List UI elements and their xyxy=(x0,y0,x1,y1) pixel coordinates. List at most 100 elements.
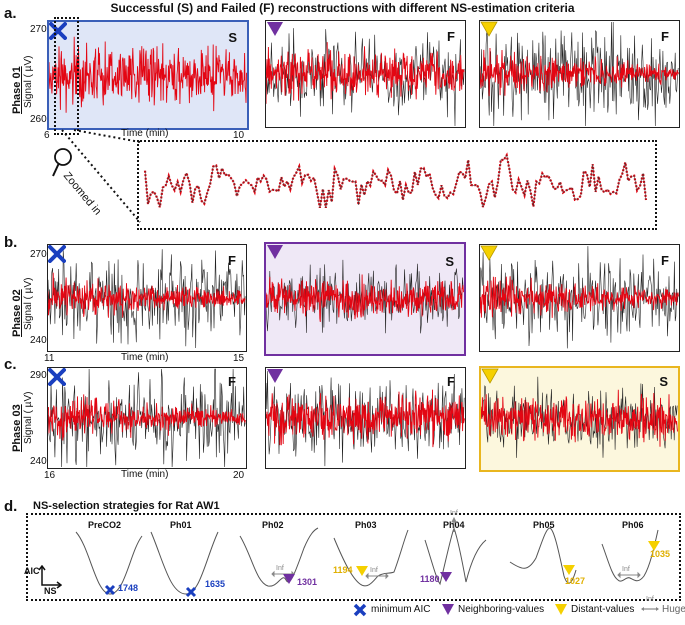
magnifier-icon xyxy=(52,148,72,177)
yellow-triangle-icon xyxy=(480,245,498,261)
curve-preco2 xyxy=(75,531,143,595)
ytick-r3-bottom: 240 xyxy=(30,456,47,467)
xtick-r3-end: 20 xyxy=(233,470,245,481)
inf-label-ph02: Inf xyxy=(276,565,284,572)
signal-trace xyxy=(480,246,679,349)
curve-title-ph01: Ph01 xyxy=(170,520,192,530)
signal-panel-r1-c3: F xyxy=(479,20,680,128)
ns-value-ph02: 1301 xyxy=(297,577,318,587)
xtick-r3-start: 16 xyxy=(44,470,56,481)
ytick-r2-top: 270 xyxy=(30,249,47,260)
curve-ph05 xyxy=(509,527,577,584)
signal-panel-r1-c2: F xyxy=(265,20,466,128)
signal-panel-r3-c3: S xyxy=(479,366,680,472)
signal-panel-r2-c1: F xyxy=(47,244,247,352)
yellow-triangle-icon-ph03 xyxy=(356,566,368,576)
zoomed-signal-panel xyxy=(137,140,657,230)
signal-panel-r1-c1: S xyxy=(47,20,249,130)
inf-label-ph04: Inf xyxy=(450,510,458,517)
signal-panel-r2-c3: F xyxy=(479,244,680,352)
zoomed-signal-trace xyxy=(143,152,648,209)
red-signal-trace xyxy=(480,47,679,97)
strategies-box xyxy=(26,513,681,601)
yellow-triangle-icon-ph06 xyxy=(648,541,660,551)
blue-cross-icon-preco2 xyxy=(104,584,116,596)
ns-value-ph04: 1180 xyxy=(420,574,440,584)
result-tag: F xyxy=(661,253,669,268)
curve-ph02 xyxy=(239,527,319,587)
purple-triangle-icon-ph02 xyxy=(283,574,295,584)
red-signal-trace xyxy=(266,274,464,322)
legend-min-aic: minimum AIC xyxy=(371,604,431,615)
inf-label-ph03: Inf xyxy=(370,567,378,574)
result-tag: S xyxy=(659,374,668,389)
strategies-title: NS-selection strategies for Rat AW1 xyxy=(33,500,220,512)
zoom-connector-lines xyxy=(61,129,141,223)
curve-title-preco2: PreCO2 xyxy=(88,520,122,530)
result-tag: S xyxy=(445,254,454,269)
legend-blue-cross-icon xyxy=(353,603,367,617)
legend-purple-triangle-icon xyxy=(442,604,454,615)
signal-trace xyxy=(266,371,465,467)
legend-inf-label: Inf xyxy=(646,596,654,603)
legend-yellow-triangle-icon xyxy=(555,604,567,615)
panel-label-c: c. xyxy=(4,356,17,373)
red-signal-trace xyxy=(48,272,246,318)
time-axis-label-2: Time (min) xyxy=(121,352,169,363)
curve-title-ph06: Ph06 xyxy=(622,520,644,530)
black-reconstruction-trace xyxy=(48,249,246,349)
signal-trace xyxy=(266,259,464,334)
black-reconstruction-trace xyxy=(480,21,679,127)
legend-neighboring: Neighboring-values xyxy=(458,604,545,615)
curve-ph01 xyxy=(150,531,219,595)
signal-trace xyxy=(49,36,247,113)
signal-panel-r2-c2: S xyxy=(264,242,466,356)
curve-title-ph05: Ph05 xyxy=(533,520,555,530)
curve-ph03 xyxy=(333,529,409,587)
panel-label-b: b. xyxy=(4,234,18,251)
ytick-r1-bottom: 260 xyxy=(30,114,47,125)
ns-axis-label: NS xyxy=(44,586,57,596)
ns-value-preco2: 1748 xyxy=(118,583,139,593)
panel-label-d: d. xyxy=(4,498,18,515)
result-tag: F xyxy=(228,253,236,268)
result-tag: F xyxy=(661,29,669,44)
xtick-r1-end: 10 xyxy=(233,130,245,141)
purple-triangle-icon-ph04 xyxy=(440,572,452,582)
time-axis-label-1: Time (min) xyxy=(121,128,169,139)
aic-axis-label: AIC xyxy=(24,566,40,576)
red-signal-trace xyxy=(266,389,465,448)
time-axis-label-3: Time (min) xyxy=(121,469,169,480)
yellow-triangle-icon xyxy=(480,21,498,37)
blue-cross-icon xyxy=(48,368,66,386)
ns-value-ph06: 1035 xyxy=(650,549,671,559)
signal-trace xyxy=(480,21,679,127)
red-signal-trace xyxy=(481,389,678,447)
ytick-r2-bottom: 240 xyxy=(30,335,47,346)
ytick-r1-top: 270 xyxy=(30,24,47,35)
ytick-r3-top: 290 xyxy=(30,370,47,381)
signal-trace xyxy=(266,28,465,127)
legend-huge-error: Huge Error xyxy=(662,604,685,615)
red-signal-trace xyxy=(49,36,247,113)
zoomed-black-trace xyxy=(144,154,647,208)
yellow-triangle-icon xyxy=(481,368,499,384)
red-signal-trace xyxy=(266,42,465,104)
ns-value-ph05: 1027 xyxy=(565,576,586,586)
figure-title: Successful (S) and Failed (F) reconstruc… xyxy=(110,1,575,15)
signal-panel-r3-c2: F xyxy=(265,367,466,469)
signal-trace xyxy=(48,368,246,468)
ns-value-ph03: 1194 xyxy=(333,565,353,575)
blue-cross-icon xyxy=(48,245,66,263)
curve-title-ph03: Ph03 xyxy=(355,520,377,530)
purple-triangle-icon xyxy=(267,22,283,36)
legend-huge-error-icon xyxy=(641,607,659,611)
inf-label-ph06: Inf xyxy=(622,566,630,573)
purple-triangle-icon xyxy=(267,245,283,259)
purple-triangle-icon xyxy=(267,369,283,383)
result-tag: F xyxy=(447,374,455,389)
xtick-r2-start: 11 xyxy=(44,353,55,364)
yellow-triangle-icon-ph05 xyxy=(563,565,575,575)
aic-ns-axes-icon xyxy=(38,565,62,589)
